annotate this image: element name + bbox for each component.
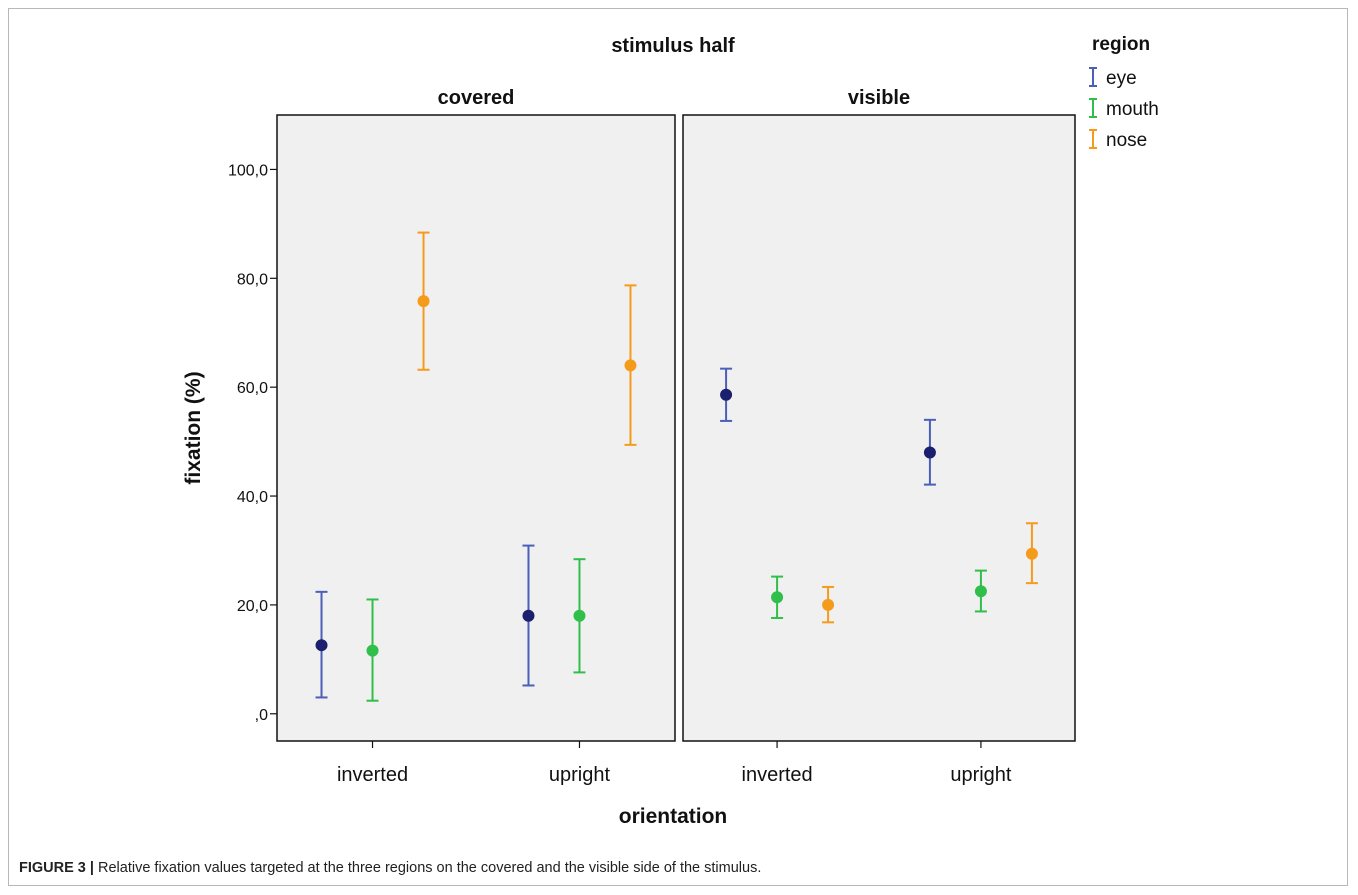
point-covered-inverted-mouth [366,644,379,657]
x-axis-label: orientation [619,805,728,828]
point-visible-inverted-mouth [771,591,784,604]
point-visible-upright-mouth [974,585,987,598]
y-tick-label-60: 60,0 [237,380,268,397]
chart-title: stimulus half [611,35,735,57]
x-tick-label-visible-inverted: inverted [742,764,813,786]
legend-label-eye: eye [1106,68,1137,89]
legend-label-nose: nose [1106,130,1147,151]
point-visible-inverted-eye [720,388,733,401]
panel-covered-background [276,114,676,742]
point-visible-upright-eye [923,446,936,459]
x-tick-label-covered-inverted: inverted [337,764,408,786]
caption-label: FIGURE 3 | [19,860,94,876]
y-tick-label-40: 40,0 [237,489,268,506]
legend-label-mouth: mouth [1106,99,1159,120]
x-tick-label-covered-upright: upright [549,764,611,786]
figure-frame [8,8,1348,886]
point-covered-upright-nose [624,359,637,372]
x-tick-label-visible-upright: upright [950,764,1012,786]
panel-label-covered: covered [438,87,515,109]
y-tick-label-20: 20,0 [237,598,268,615]
caption-text: Relative fixation values targeted at the… [93,860,762,876]
point-visible-inverted-nose [822,598,835,611]
panel-visible-background [682,114,1076,742]
panel-label-visible: visible [848,87,910,109]
point-visible-upright-nose [1025,547,1038,560]
y-tick-label-80: 80,0 [237,271,268,288]
legend-title: region [1092,34,1150,55]
figure-caption: FIGURE 3 | Relative fixation values targ… [19,860,761,876]
point-covered-upright-eye [522,609,535,622]
point-covered-upright-mouth [573,609,586,622]
point-covered-inverted-nose [417,295,430,308]
point-covered-inverted-eye [315,639,328,652]
y-tick-label-0: ,0 [255,707,268,724]
y-tick-label-100: 100,0 [228,162,268,179]
y-axis-label: fixation (%) [182,371,205,484]
